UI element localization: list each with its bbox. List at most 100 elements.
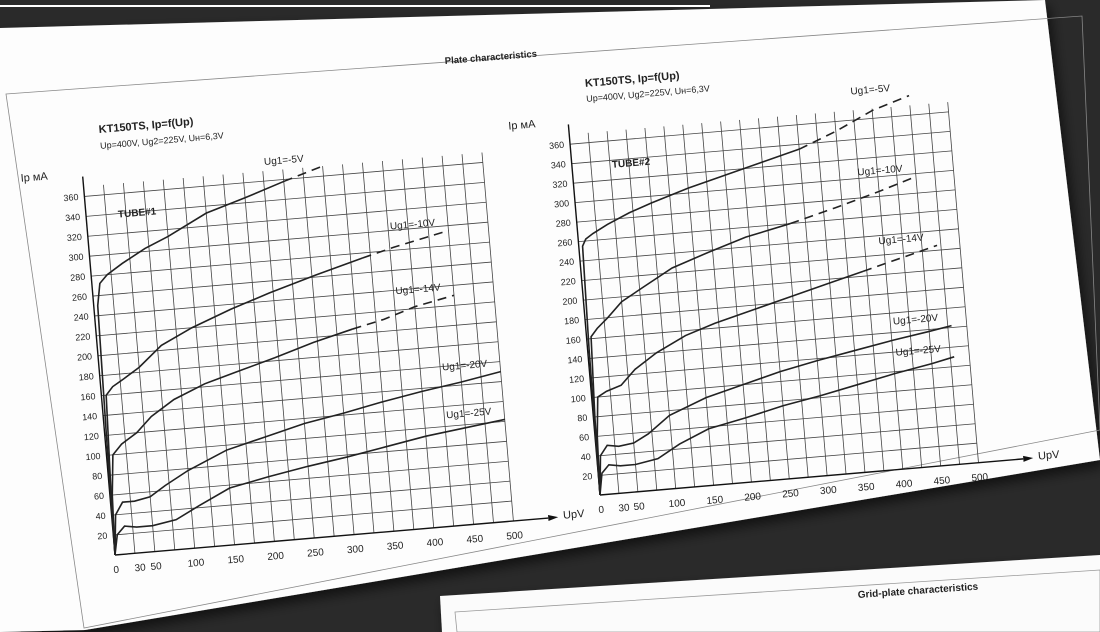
- chart-1-y-tick: 180: [78, 371, 94, 382]
- chart-1-grid-v: [342, 164, 375, 533]
- chart-1-grid-h: [91, 241, 490, 277]
- chart-2-grid-h: [575, 169, 954, 204]
- chart-2-series-3-label: Ug1=-14V: [878, 232, 924, 247]
- chart-2-series-4-label: Ug1=-20V: [893, 313, 939, 328]
- chart-1-grid-v: [441, 155, 474, 525]
- chart-2-grid-v: [663, 126, 696, 487]
- chart-2-xlabel: UpV: [1038, 449, 1061, 463]
- chart-1-x-tick: 450: [466, 534, 484, 546]
- chart-2-grid-v: [871, 108, 904, 470]
- chart-2-series-labels: Ug1=-5V Ug1=-10V Ug1=-14V Ug1=-20V Ug1=-25V: [850, 83, 942, 359]
- chart-1-y-tick: 120: [83, 431, 99, 442]
- chart-1-series-3-dashed: [352, 294, 455, 330]
- chart-1-grid-v: [302, 167, 335, 537]
- chart-2-grid-h: [583, 267, 962, 301]
- chart-2-y-tick: 340: [550, 159, 566, 170]
- chart-1-y-tick: 40: [95, 511, 106, 522]
- chart-2-ticks: 0 30 50 100 150 200 250 300 350 400 450 500 20 40 60 80…: [549, 140, 989, 516]
- chart-2-grid-h: [586, 306, 966, 340]
- chart-1-x-tick: 400: [426, 537, 444, 549]
- second-sheet: Grid-plate characteristics: [440, 555, 1100, 632]
- chart-2-grid-v: [606, 131, 639, 492]
- chart-1-grid-v: [481, 152, 514, 522]
- chart-1-y-tick: 80: [92, 471, 103, 482]
- chart-1-x-tick: 150: [227, 554, 245, 566]
- chart-1-series-2-label: Ug1=-10V: [390, 218, 436, 233]
- plate-chart-tube-1: 0 30 50 100 150 200 250 300 350 400 450 500 20 40 60 80…: [20, 116, 586, 576]
- chart-1-x-tick: 50: [150, 561, 162, 573]
- chart-2-grid-h: [570, 111, 949, 145]
- chart-2-grid-v: [852, 110, 885, 471]
- chart-2-x-tick: 400: [895, 478, 913, 490]
- chart-1-grid-v: [401, 159, 435, 528]
- chart-1-grid-h: [94, 281, 494, 317]
- chart-2-x-arrow: [1023, 455, 1034, 462]
- chart-2-x-tick: 450: [933, 475, 951, 487]
- chart-1-y-tick: 320: [66, 232, 82, 243]
- chart-1-y-tick: 300: [68, 252, 84, 263]
- chart-2-y-tick: 240: [559, 257, 575, 268]
- chart-2-grid-v: [909, 105, 942, 466]
- chart-1-series-1-dashed: [283, 165, 323, 183]
- chart-2-series-5-line: [599, 356, 955, 496]
- chart-1-x-arrow: [548, 515, 559, 522]
- chart-2-series-1-line: [581, 148, 800, 496]
- chart-2-grid-v: [720, 121, 752, 483]
- chart-1-series-4-label: Ug1=-20V: [442, 359, 488, 374]
- chart-2-series: [581, 94, 955, 496]
- chart-2-y-tick: 140: [567, 354, 583, 365]
- chart-1-grid-v: [202, 176, 235, 545]
- chart-1-xlabel: UpV: [563, 508, 586, 522]
- chart-1-grid-v: [182, 177, 215, 547]
- chart-1-series-2-line: [105, 257, 363, 556]
- chart-1-x-tick: 100: [187, 557, 205, 569]
- chart-1-series: [96, 165, 505, 556]
- chart-2-x-tick: 300: [820, 485, 838, 497]
- chart-1-y-axis: [82, 176, 116, 556]
- chart-2-grid-h: [589, 345, 969, 379]
- chart-2-grid-h: [584, 286, 964, 320]
- chart-2-y-tick: 320: [552, 179, 568, 190]
- chart-1-y-tick: 260: [72, 292, 88, 303]
- chart-2-series-1-dashed: [798, 94, 910, 150]
- chart-1-grid-h: [86, 181, 485, 217]
- chart-2-grid-h: [576, 189, 956, 223]
- chart-1-grid-h: [92, 261, 492, 297]
- chart-1-grid-v: [322, 166, 355, 535]
- chart-1-x-axis: [114, 517, 549, 556]
- chart-2-grid-h: [598, 442, 977, 476]
- chart-1-grid-h: [106, 421, 505, 456]
- chart-1-y-tick: 160: [80, 391, 96, 402]
- chart-1-grid-v: [362, 162, 395, 532]
- chart-1-ticks: 0 30 50 100 150 200 250 300 350 400 450 500 20 40 60 80…: [63, 192, 524, 576]
- chart-1-series-labels: Ug1=-5V Ug1=-10V Ug1=-14V Ug1=-20V Ug1=-25V: [264, 154, 492, 422]
- chart-2-grid-v: [833, 111, 866, 473]
- chart-1-grid: [84, 152, 514, 554]
- chart-1-grid-v: [162, 179, 196, 549]
- chart-1-y-tick: 20: [97, 531, 108, 542]
- chart-2-x-tick: 100: [668, 498, 686, 510]
- chart-2-grid-h: [593, 384, 972, 418]
- chart-2-grid-v: [682, 124, 714, 486]
- chart-2-y-tick: 200: [562, 296, 578, 307]
- chart-2-grid-v: [928, 103, 960, 465]
- chart-2-tag: TUBE#2: [612, 157, 652, 171]
- chart-2-y-tick: 180: [564, 315, 580, 326]
- chart-1-y-tick: 60: [94, 491, 105, 502]
- chart-1-grid-h: [111, 480, 511, 516]
- chart-1-x-tick: 350: [386, 540, 404, 552]
- chart-1-grid-v: [103, 184, 136, 554]
- chart-2-grid-v: [795, 115, 828, 476]
- chart-1-grid-h: [89, 221, 488, 257]
- chart-1-x-tick: 300: [347, 544, 365, 556]
- chart-2-y-tick: 360: [549, 140, 565, 151]
- chart-2-x-tick: 500: [971, 472, 989, 484]
- chart-1-x-tick: 200: [267, 551, 285, 563]
- chart-2-y-tick: 80: [577, 413, 588, 424]
- chart-1-grid-h: [109, 460, 509, 496]
- chart-2-grid-h: [578, 208, 957, 243]
- chart-2-grid-v: [814, 113, 847, 475]
- chart-1-grid-v: [142, 181, 176, 550]
- chart-1-y-tick: 340: [65, 212, 81, 223]
